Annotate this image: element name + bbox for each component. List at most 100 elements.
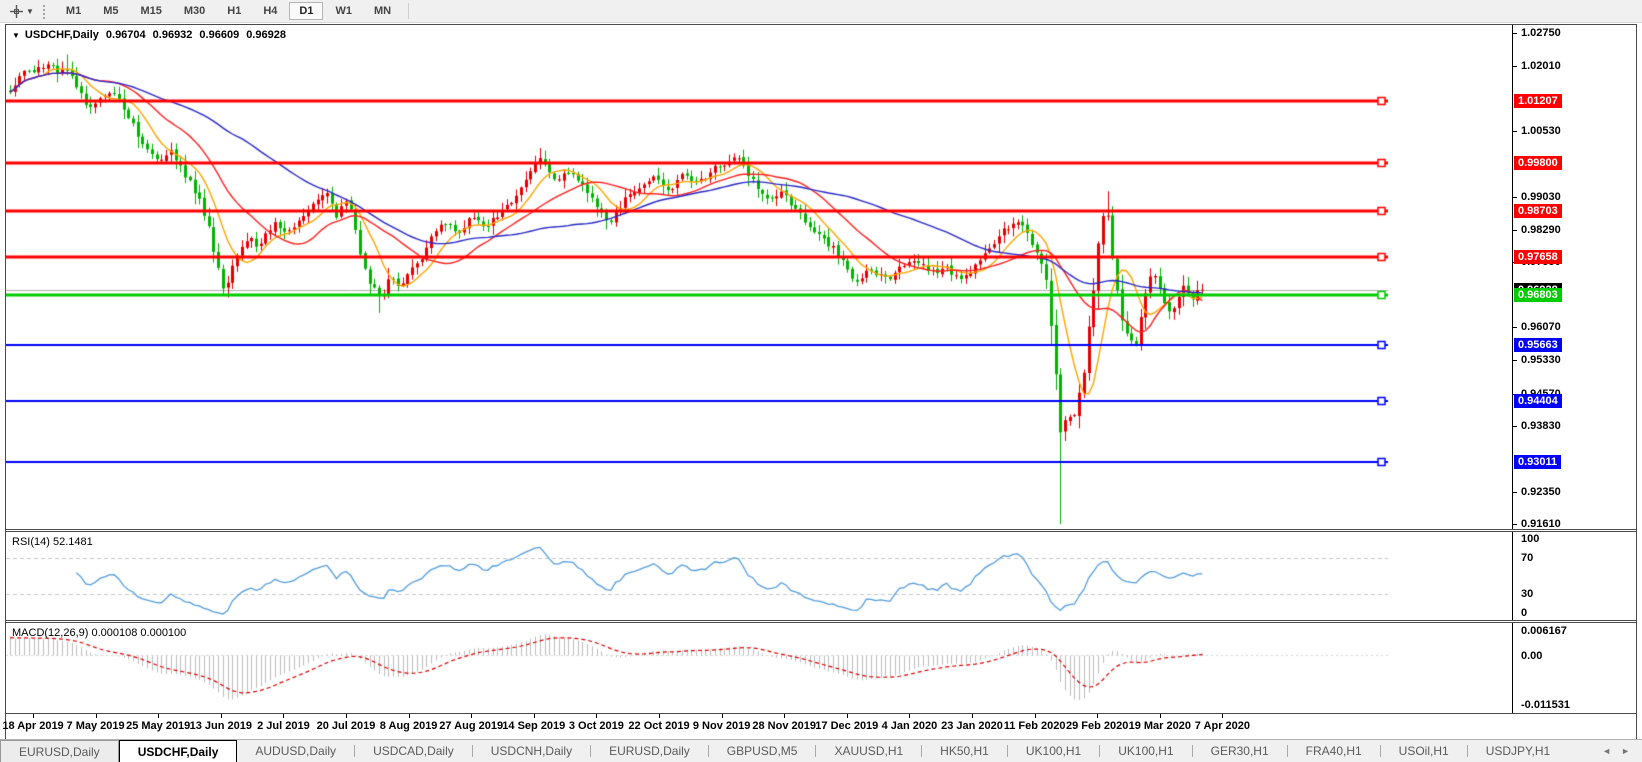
rsi-axis-label: 30 xyxy=(1521,587,1534,600)
chart-tab-bar: EURUSD,Daily USDCHF,Daily AUDUSD,Daily USDC… xyxy=(0,739,1642,762)
macd-splitter[interactable] xyxy=(6,620,1636,623)
chart-tab-usoil-h1[interactable]: USOil,H1 xyxy=(1398,744,1449,758)
date-axis-tick xyxy=(96,714,97,718)
chart-title: ▼ USDCHF,Daily 0.96704 0.96932 0.96609 0… xyxy=(12,29,286,41)
timeframe-button-h4[interactable]: H4 xyxy=(263,5,278,17)
timeframe-button-d1[interactable]: D1 xyxy=(289,2,324,20)
macd-panel: MACD(12,26,9) 0.000108 0.000100 0.006167… xyxy=(6,623,1636,713)
chart-tab-usdchf-daily[interactable]: USDCHF,Daily xyxy=(118,740,238,762)
hline-price-box: 0.98703 xyxy=(1514,204,1562,219)
hline-price-box: 0.96803 xyxy=(1514,288,1562,303)
price-chart-canvas[interactable] xyxy=(6,25,1513,529)
price-axis-tick xyxy=(1513,492,1517,493)
macd-axis-label: 0.00 xyxy=(1521,649,1543,662)
date-axis-tick xyxy=(221,714,222,718)
macd-axis-label: 0.006167 xyxy=(1521,625,1567,637)
chart-tab-fra40-h1[interactable]: FRA40,H1 xyxy=(1305,744,1362,758)
chart-tab-gbpusd-m5[interactable]: GBPUSD,M5 xyxy=(726,744,798,758)
date-axis-tick xyxy=(972,714,973,718)
toolbar-separator xyxy=(408,3,410,19)
date-axis-tick xyxy=(784,714,785,718)
price-axis-label: 0.95330 xyxy=(1521,354,1561,367)
chart-tab-usdcnh-daily[interactable]: USDCNH,Daily xyxy=(490,744,573,758)
chart-tab-xauusd-h1[interactable]: XAUUSD,H1 xyxy=(834,744,904,758)
price-axis-label: 0.98290 xyxy=(1521,223,1561,236)
date-axis-label: 29 Feb 2020 xyxy=(1066,720,1129,732)
toolbar-grip[interactable] xyxy=(41,3,47,19)
date-axis-label: 25 May 2019 xyxy=(126,720,191,732)
date-axis-label: 17 Dec 2019 xyxy=(815,720,879,732)
tab-separator xyxy=(815,745,817,757)
timeframe-button-w1[interactable]: W1 xyxy=(335,5,352,17)
rsi-axis: 100 70 30 0 xyxy=(1512,532,1636,620)
chart-tab-hk50-h1[interactable]: HK50,H1 xyxy=(940,744,989,758)
timeframe-buttons: M1 M5 M15 M30 H1 H4 D1 W1 MN xyxy=(55,2,402,20)
chart-tab-usdjpy-h1[interactable]: USDJPY,H1 xyxy=(1485,744,1551,758)
timeframe-button-m1[interactable]: M1 xyxy=(65,5,82,17)
date-axis-tick xyxy=(33,714,34,718)
macd-canvas[interactable] xyxy=(6,623,1513,713)
price-axis-label: 1.02750 xyxy=(1521,26,1561,39)
timeframe-button-m30[interactable]: M30 xyxy=(183,5,206,17)
rsi-axis-label: 100 xyxy=(1521,533,1540,545)
date-axis-tick xyxy=(659,714,660,718)
tab-separator xyxy=(1286,745,1288,757)
price-axis-tick xyxy=(1513,230,1517,231)
date-axis-tick xyxy=(1160,714,1161,718)
date-axis-label: 28 Nov 2019 xyxy=(752,720,816,732)
date-axis-label: 18 Apr 2019 xyxy=(2,720,64,732)
date-axis-label: 23 Jan 2020 xyxy=(941,720,1003,732)
timeframe-button-m5[interactable]: M5 xyxy=(103,5,119,17)
timeframe-button-h1[interactable]: H1 xyxy=(227,5,242,17)
tab-scroll-left-icon[interactable]: ◄ xyxy=(1602,746,1612,756)
price-axis-label: 1.02010 xyxy=(1521,59,1561,72)
price-axis-tick xyxy=(1513,197,1517,198)
chart-tab-usdcad-daily[interactable]: USDCAD,Daily xyxy=(373,744,454,758)
timeframe-button-mn[interactable]: MN xyxy=(373,5,392,17)
chart-tab-ger30-h1[interactable]: GER30,H1 xyxy=(1210,744,1269,758)
price-axis-label: 0.91610 xyxy=(1521,518,1561,531)
hline-price-box: 0.93011 xyxy=(1514,455,1562,470)
date-axis: 18 Apr 2019 7 May 2019 25 May 2019 13 Jun 2… xyxy=(2,714,1636,739)
chart-title-caret-icon[interactable]: ▼ xyxy=(12,30,20,40)
date-axis-label: 7 May 2019 xyxy=(66,720,125,732)
date-axis-tick xyxy=(346,714,347,718)
chart-window: ▼ USDCHF,Daily 0.96704 0.96932 0.96609 0… xyxy=(2,24,1637,739)
rsi-canvas[interactable] xyxy=(6,532,1513,620)
cursor-dropdown-icon[interactable]: ▼ xyxy=(26,6,34,16)
tab-separator xyxy=(1191,745,1193,757)
rsi-axis-label: 0 xyxy=(1521,607,1528,619)
date-axis-label: 3 Oct 2019 xyxy=(568,720,624,732)
rsi-axis-label: 70 xyxy=(1521,552,1534,565)
date-axis-tick xyxy=(283,714,284,718)
date-axis-tick xyxy=(1035,714,1036,718)
date-axis-label: 27 Aug 2019 xyxy=(439,720,504,732)
ohlc-open: 0.96704 xyxy=(105,29,146,41)
chart-tab-audusd-daily[interactable]: AUDUSD,Daily xyxy=(255,744,337,758)
macd-axis-label: -0.011531 xyxy=(1521,699,1570,711)
cursor-mode-icon[interactable] xyxy=(6,2,26,20)
tab-separator xyxy=(1379,745,1381,757)
chart-tab-eurusd-daily[interactable]: EURUSD,Daily xyxy=(0,740,119,762)
tab-scroll-right-icon[interactable]: ► xyxy=(1621,746,1630,756)
tab-separator xyxy=(1466,745,1468,757)
chart-tab-uk100-h1[interactable]: UK100,H1 xyxy=(1025,744,1082,758)
chart-tab-eurusd-daily[interactable]: EURUSD,Daily xyxy=(609,744,690,758)
date-axis-label: 2 Jul 2019 xyxy=(257,720,310,732)
tab-separator xyxy=(707,745,709,757)
date-axis-label: 9 Nov 2019 xyxy=(692,720,751,732)
date-axis-tick xyxy=(158,714,159,718)
timeframe-button-m15[interactable]: M15 xyxy=(140,5,162,17)
rsi-splitter[interactable] xyxy=(6,529,1636,532)
date-axis-tick xyxy=(596,714,597,718)
macd-label: MACD(12,26,9) 0.000108 0.000100 xyxy=(12,627,187,639)
date-axis-label: 22 Oct 2019 xyxy=(628,720,690,732)
price-axis-tick xyxy=(1513,327,1517,328)
chart-tab-uk100-h1[interactable]: UK100,H1 xyxy=(1118,744,1174,758)
price-axis-tick xyxy=(1513,131,1517,132)
ohlc-high: 0.96932 xyxy=(152,29,193,41)
date-axis-tick xyxy=(471,714,472,718)
price-axis-tick xyxy=(1513,524,1517,525)
tab-separator xyxy=(354,745,356,757)
price-axis-label: 0.99030 xyxy=(1521,190,1561,203)
